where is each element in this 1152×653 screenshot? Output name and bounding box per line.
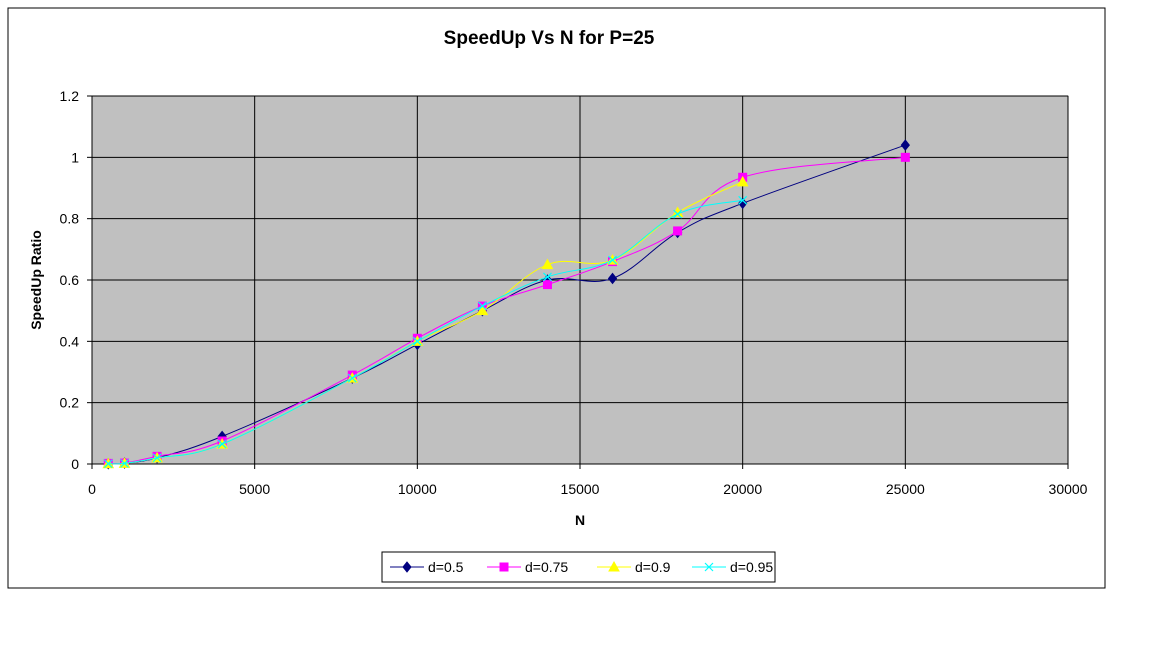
x-tick-label: 25000 [886,481,925,497]
x-tick-label: 20000 [723,481,762,497]
chart-title: SpeedUp Vs N for P=25 [444,28,655,49]
y-tick-label: 0.6 [60,272,80,288]
legend-label: d=0.9 [635,559,671,575]
data-point [608,255,617,265]
data-point [541,258,554,270]
data-point [347,373,357,383]
data-point [673,209,683,219]
legend-marker [704,562,714,572]
y-axis-title: SpeedUp Ratio [28,230,44,330]
data-point [152,453,162,463]
legend-item: d=0.75 [487,559,568,575]
data-point [476,304,489,316]
data-point [542,280,552,290]
y-tick-label: 0 [71,456,79,472]
legend: d=0.5 d=0.75 d=0.9 d=0.95 [381,551,776,583]
tick-labels: 0 5000 10000 15000 20000 25000 30000 0 0.2 0.4 0.6… [60,88,1088,497]
data-point [543,272,552,282]
legend-label: d=0.95 [730,559,773,575]
data-point [736,175,749,187]
data-point [738,195,748,205]
y-tick-label: 0.2 [60,395,80,411]
series-4 [103,195,748,469]
legend-label: d=0.5 [428,559,464,575]
data-point [900,139,910,151]
data-point [103,459,113,469]
x-tick-label: 15000 [561,481,600,497]
legend-item: d=0.9 [597,559,671,575]
data-point [607,272,618,285]
legend-label: d=0.75 [525,559,568,575]
data-point [412,336,422,346]
legend-item: d=0.95 [692,559,773,575]
axes [87,95,1069,469]
legend-marker [608,560,620,572]
x-tick-label: 5000 [239,481,270,497]
x-tick-label: 30000 [1049,481,1088,497]
y-tick-label: 1.2 [60,88,80,104]
legend-marker [499,562,509,572]
y-tick-label: 1 [71,149,79,165]
legend-item: d=0.5 [390,559,464,575]
data-point [120,458,129,468]
y-tick-label: 0.4 [60,333,80,349]
data-point [217,439,227,449]
x-axis-title: N [575,512,585,528]
y-tick-label: 0.8 [60,211,80,227]
series-layer [102,139,910,470]
data-point [900,152,910,162]
legend-marker [402,561,412,573]
data-point [477,301,487,311]
x-tick-label: 0 [88,481,96,497]
x-tick-label: 10000 [398,481,437,497]
data-point [673,226,683,236]
